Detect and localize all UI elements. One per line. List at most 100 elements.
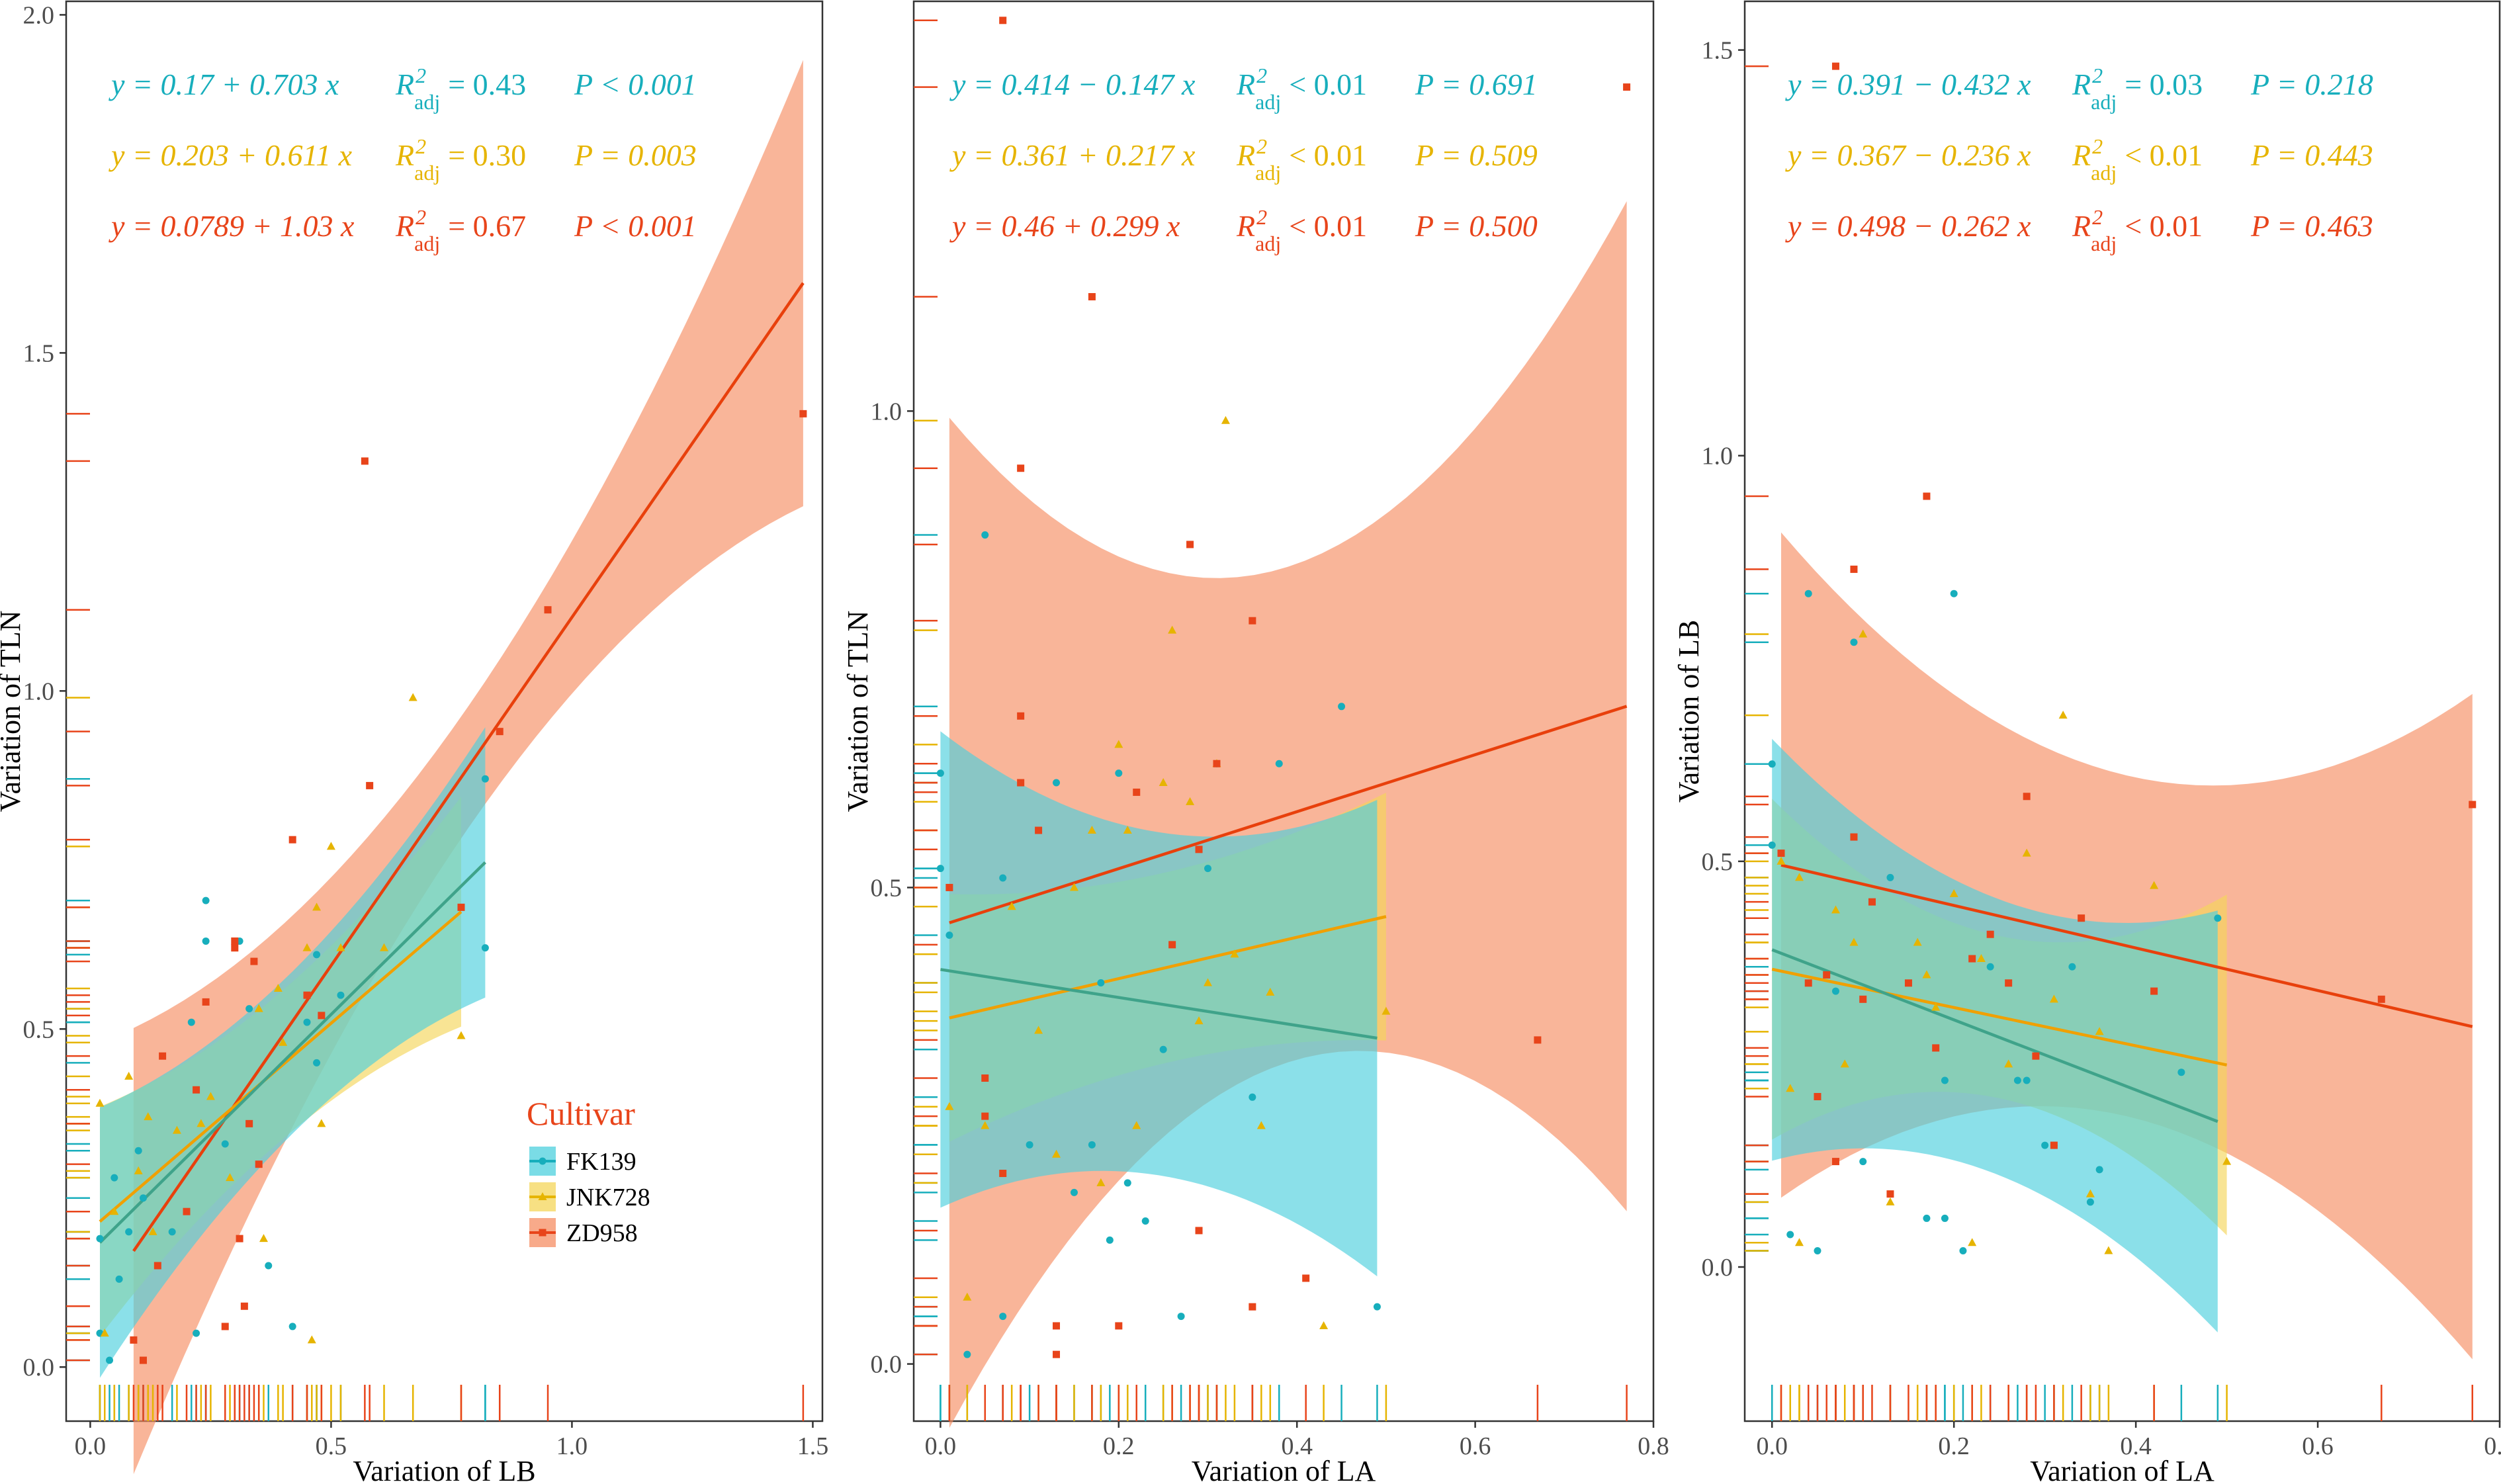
point-ZD958 [1777,850,1785,857]
point-FK139 [1053,779,1061,787]
point-FK139 [481,775,489,783]
r2-label-ZD958: R2 adj< 0.01 [2072,205,2203,255]
point-JNK728 [1859,629,1868,638]
point-JNK728 [963,1292,972,1301]
point-ZD958 [1302,1274,1310,1282]
point-FK139 [1831,987,1839,995]
equation-FK139: y = 0.17 + 0.703 x [109,67,339,101]
point-FK139 [1123,1179,1131,1187]
point-ZD958 [1017,464,1025,472]
point-ZD958 [139,1356,147,1364]
point-FK139 [2095,1166,2103,1174]
point-JNK728 [1096,1178,1106,1186]
point-JNK728 [317,1119,326,1127]
point-FK139 [125,1228,133,1236]
point-FK139 [936,865,944,873]
point-FK139 [288,1323,296,1331]
point-JNK728 [1159,778,1168,787]
y-tick-label: 0.5 [23,1016,55,1043]
point-ZD958 [1115,1322,1123,1330]
point-JNK728 [1931,1002,1941,1011]
point-JNK728 [254,1004,263,1012]
point-FK139 [2041,1141,2049,1149]
point-FK139 [1814,1246,1821,1254]
point-JNK728 [1777,856,1786,865]
point-ZD958 [255,1160,263,1168]
point-ZD958 [2377,995,2385,1003]
x-tick-label: 1.0 [556,1432,588,1460]
y-tick-label: 0.0 [871,1351,902,1379]
point-JNK728 [259,1234,268,1243]
point-JNK728 [1786,1084,1795,1092]
point-ZD958 [1804,979,1812,987]
point-FK139 [1768,760,1776,768]
point-ZD958 [2469,801,2477,808]
equation-ZD958: y = 0.498 − 0.262 x [1785,209,2031,243]
point-FK139 [1159,1045,1167,1053]
point-JNK728 [148,1227,157,1235]
x-tick-label: 0.5 [316,1432,347,1460]
point-JNK728 [144,1112,153,1121]
point-JNK728 [95,1098,105,1107]
point-ZD958 [1831,1158,1839,1166]
point-ZD958 [981,1112,989,1120]
equation-JNK728: y = 0.203 + 0.611 x [109,138,353,172]
y-tick-label: 0.5 [1702,848,1733,876]
regression-line-JNK728 [99,910,462,1223]
point-FK139 [481,944,489,952]
point-JNK728 [2022,848,2031,857]
point-FK139 [1804,589,1812,597]
point-ZD958 [1932,1044,1940,1052]
point-FK139 [1338,703,1346,711]
point-ZD958 [1168,941,1176,949]
panel-lb-vs-la: 0.0 0.2 0.4 0.6 0.8 0.0 0.5 1.0 1.5 Variation of … [1673,0,2501,1484]
point-FK139 [981,531,989,539]
point-ZD958 [1017,712,1025,720]
r2-label-ZD958: R2 adj< 0.01 [1236,205,1367,255]
x-axis-title: Variation of LB [353,1455,535,1484]
point-ZD958 [1195,846,1203,853]
point-FK139 [193,1329,200,1337]
point-ZD958 [544,606,552,614]
point-ZD958 [1968,955,1976,963]
x-tick-label: 0.0 [925,1432,957,1460]
point-JNK728 [1034,1026,1043,1034]
legend-label-JNK728: JNK728 [566,1184,650,1211]
x-tick-label: 0.8 [1638,1432,1669,1460]
y-axis-title: Variation of LB [1673,620,1705,803]
regression-line-ZD958 [1780,863,2473,1028]
point-JNK728 [1052,1149,1061,1158]
point-JNK728 [1132,1121,1141,1129]
point-JNK728 [981,1121,990,1129]
point-FK139 [1786,1231,1794,1239]
point-ZD958 [2032,1052,2040,1060]
point-ZD958 [1088,292,1096,300]
x-axis-title: Variation of LA [1192,1455,1376,1484]
point-JNK728 [172,1125,181,1134]
point-FK139 [1959,1246,1967,1254]
point-JNK728 [2095,1027,2104,1035]
x-tick-label: 0.0 [1756,1432,1788,1460]
point-ZD958 [2050,1141,2058,1149]
point-FK139 [202,937,210,945]
p-value-ZD958: P = 0.463 [2250,209,2373,243]
panel-tln-vs-la: 0.0 0.2 0.4 0.6 0.8 0.0 0.5 1.0 Variation of LA V… [842,0,1669,1484]
y-tick-label: 1.5 [23,339,55,367]
point-JNK728 [2004,1059,2013,1068]
y-tick-label: 0.5 [871,874,902,902]
point-ZD958 [1186,541,1194,548]
point-JNK728 [457,1031,466,1039]
point-JNK728 [1221,415,1230,424]
point-ZD958 [231,937,239,945]
point-ZD958 [1213,760,1221,767]
point-JNK728 [1168,625,1177,634]
point-ZD958 [240,1302,248,1310]
point-ZD958 [1859,995,1867,1003]
point-JNK728 [307,1335,316,1344]
point-ZD958 [361,457,369,465]
point-ZD958 [2005,979,2013,987]
y-tick-label: 1.5 [1702,37,1733,65]
point-FK139 [313,951,321,959]
point-ZD958 [202,998,210,1006]
regression-line-ZD958 [132,282,805,1252]
